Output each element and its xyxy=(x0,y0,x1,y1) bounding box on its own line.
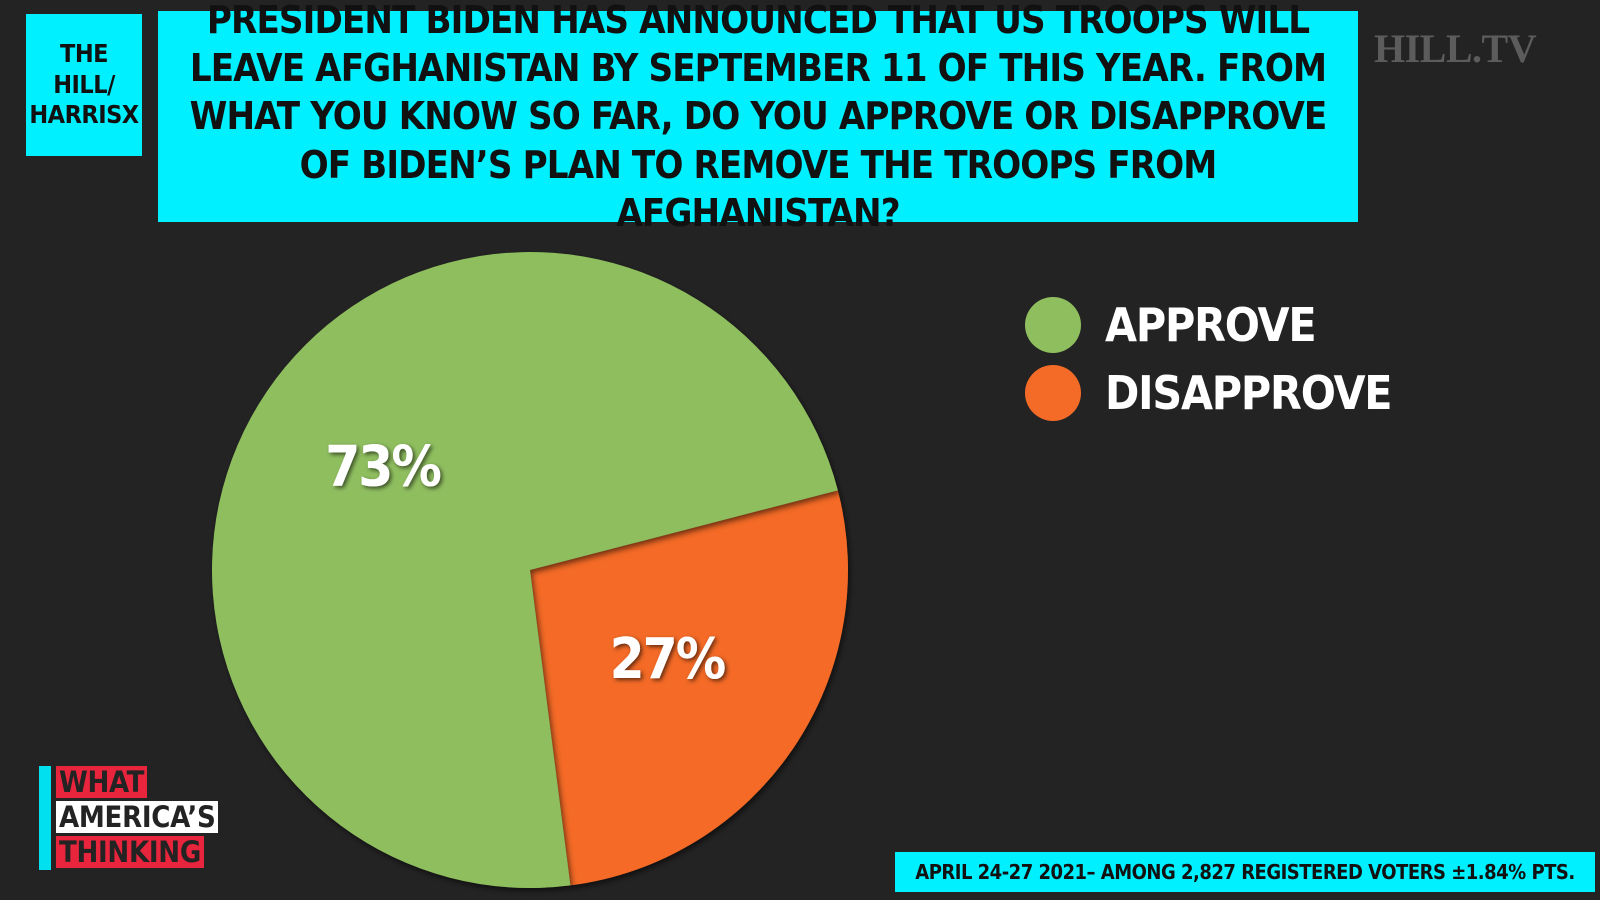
legend-label-approve: APPROVE xyxy=(1105,298,1317,352)
logo-line-3: THINKING xyxy=(56,836,204,868)
pie-labels: 27% 73% xyxy=(325,434,726,692)
logo-line-1: WHAT xyxy=(56,766,148,798)
legend-dot-disapprove xyxy=(1025,365,1081,421)
brand-line-1: THE HILL/ xyxy=(53,39,115,99)
legend-item-approve: APPROVE xyxy=(1025,296,1317,354)
hill-tv-logo: HILL.TV xyxy=(1374,26,1537,71)
pie-label-approve: 73% xyxy=(325,434,440,499)
brand-line-2: HARRISX xyxy=(29,100,139,130)
brand-box: THE HILL/ HARRISX xyxy=(26,14,142,156)
pie-slice-disapprove xyxy=(530,490,848,886)
logo-line-2: AMERICA’S xyxy=(56,801,219,833)
what-americas-thinking-logo: WHAT AMERICA’S THINKING xyxy=(39,766,249,870)
footer-text: APRIL 24-27 2021– AMONG 2,827 REGISTERED… xyxy=(915,860,1575,884)
question-text: PRESIDENT BIDEN HAS ANNOUNCED THAT US TR… xyxy=(189,0,1328,235)
pie-slices xyxy=(211,251,848,888)
legend-label-disapprove: DISAPPROVE xyxy=(1105,366,1393,420)
pie-slice-approve xyxy=(211,251,838,888)
footer-box: APRIL 24-27 2021– AMONG 2,827 REGISTERED… xyxy=(895,852,1595,892)
question-box: PRESIDENT BIDEN HAS ANNOUNCED THAT US TR… xyxy=(158,0,1358,235)
pie-label-disapprove: 27% xyxy=(610,627,725,692)
logo-accent-bar xyxy=(39,766,51,870)
legend-item-disapprove: DISAPPROVE xyxy=(1025,364,1393,422)
legend-dot-approve xyxy=(1025,297,1081,353)
